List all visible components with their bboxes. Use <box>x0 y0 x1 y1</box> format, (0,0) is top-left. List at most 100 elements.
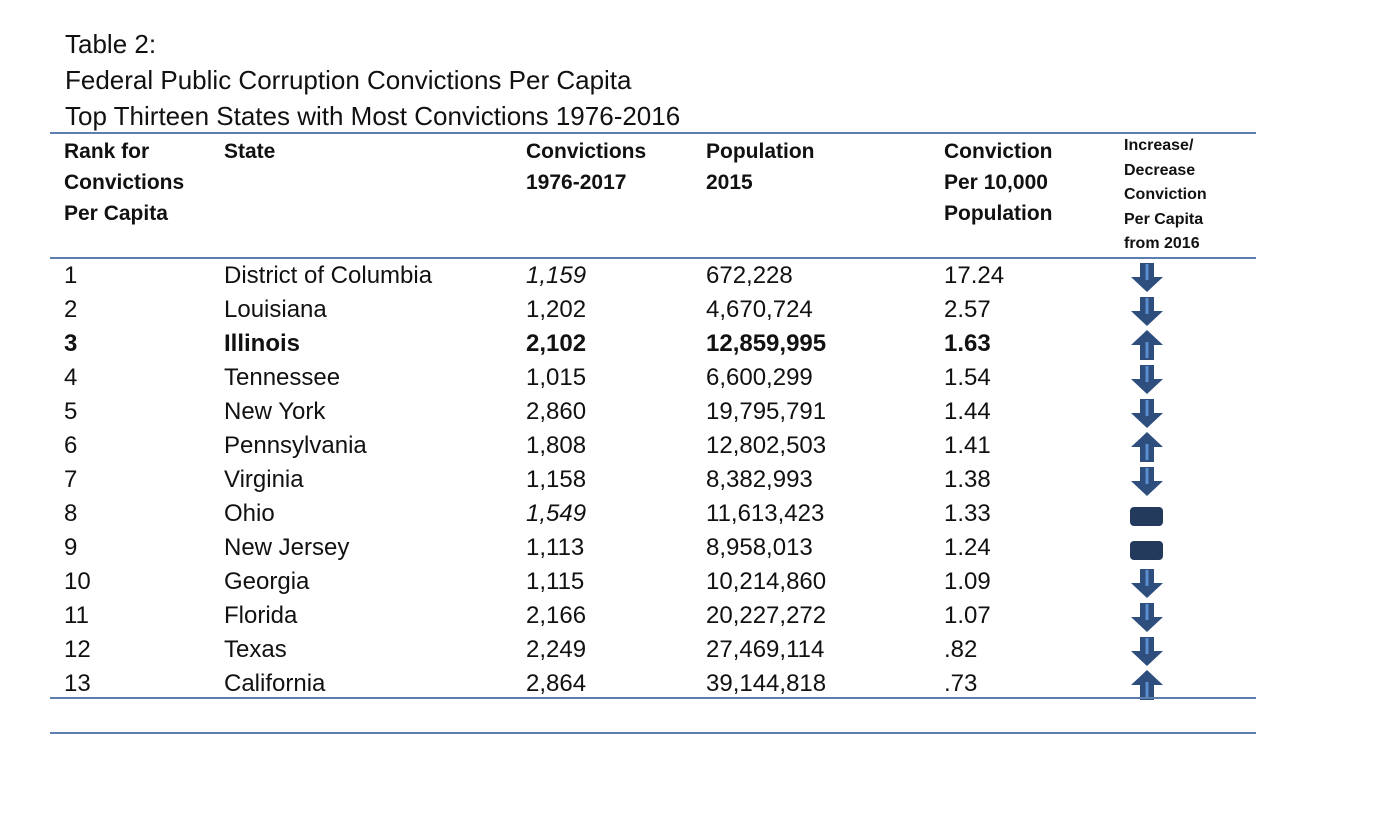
title-line-2: Federal Public Corruption Convictions Pe… <box>65 65 632 95</box>
state-cell: District of Columbia <box>224 262 433 289</box>
rate-cell: 1.07 <box>944 602 991 629</box>
population-cell: 11,613,423 <box>706 500 825 527</box>
rate-cell: .73 <box>944 670 978 697</box>
header-change-line: Decrease <box>1124 161 1196 179</box>
rate-cell: 2.57 <box>944 296 991 323</box>
state-cell: Illinois <box>224 330 301 357</box>
rate-cell: 1.54 <box>944 364 991 391</box>
rate-cell: 1.24 <box>944 534 991 561</box>
state-cell: Georgia <box>224 568 310 595</box>
state-cell: Virginia <box>224 466 304 493</box>
table-row: 6 Pennsylvania 1,808 12,802,503 1.41 <box>0 429 1384 463</box>
state-cell: Tennessee <box>224 364 341 391</box>
rank-cell: 3 <box>64 330 78 357</box>
title-line-3: Top Thirteen States with Most Conviction… <box>65 101 681 131</box>
table-top-rule <box>50 132 1256 134</box>
header-state-line: State <box>224 140 276 163</box>
down-arrow-icon <box>1127 634 1167 668</box>
population-cell: 6,600,299 <box>706 364 813 391</box>
down-arrow-icon <box>1127 464 1167 498</box>
table-row: 1 District of Columbia 1,159 672,228 17.24 <box>0 259 1384 293</box>
convictions-cell: 1,202 <box>526 296 587 323</box>
table-row: 10 Georgia 1,115 10,214,860 1.09 <box>0 565 1384 599</box>
state-cell: New York <box>224 398 326 425</box>
title-line-1: Table 2: <box>65 29 157 59</box>
header-convictions-line: Convictions <box>526 140 647 163</box>
header-rank-line: Rank for <box>64 140 150 163</box>
header-rate-line: Population <box>944 202 1053 225</box>
table-row: 5 New York 2,860 19,795,791 1.44 <box>0 395 1384 429</box>
rank-cell: 4 <box>64 364 78 391</box>
header-rate: Conviction Per 10,000 Population <box>944 136 1053 229</box>
header-change: Increase/ Decrease Conviction Per Capita… <box>1124 134 1207 257</box>
header-population: Population 2015 <box>706 136 815 198</box>
header-convictions-line: 1976-2017 <box>526 171 627 194</box>
rank-cell: 2 <box>64 296 78 323</box>
convictions-cell: 1,015 <box>526 364 587 391</box>
rank-cell: 7 <box>64 466 78 493</box>
up-arrow-icon <box>1127 430 1167 464</box>
state-cell: Pennsylvania <box>224 432 367 459</box>
header-rate-line: Conviction <box>944 140 1053 163</box>
population-cell: 4,670,724 <box>706 296 813 323</box>
no-change-bar-icon <box>1127 532 1167 566</box>
state-cell: New Jersey <box>224 534 350 561</box>
table-title: Table 2: Federal Public Corruption Convi… <box>65 26 680 134</box>
down-arrow-icon <box>1127 362 1167 396</box>
convictions-cell: 2,249 <box>526 636 587 663</box>
header-change-line: from 2016 <box>1124 235 1200 252</box>
convictions-cell: 1,158 <box>526 466 587 493</box>
convictions-cell: 1,808 <box>526 432 587 459</box>
rate-cell: 1.09 <box>944 568 991 595</box>
convictions-cell: 2,166 <box>526 602 587 629</box>
rank-cell: 8 <box>64 500 78 527</box>
up-arrow-icon <box>1127 328 1167 362</box>
header-change-line: Increase/ <box>1124 137 1194 154</box>
population-cell: 19,795,791 <box>706 398 827 425</box>
state-cell: Louisiana <box>224 296 327 323</box>
header-rank-line: Convictions <box>64 171 185 194</box>
header-rank: Rank for Convictions Per Capita <box>64 136 184 229</box>
population-cell: 27,469,114 <box>706 636 825 663</box>
population-cell: 12,802,503 <box>706 432 827 459</box>
table-row: 7 Virginia 1,158 8,382,993 1.38 <box>0 463 1384 497</box>
table-row: 9 New Jersey 1,113 8,958,013 1.24 <box>0 531 1384 565</box>
state-cell: Ohio <box>224 500 275 527</box>
down-arrow-icon <box>1127 294 1167 328</box>
rate-cell: 1.38 <box>944 466 991 493</box>
population-cell: 8,958,013 <box>706 534 813 561</box>
rank-cell: 1 <box>64 262 78 289</box>
header-state: State <box>224 136 275 167</box>
header-change-line: Per Capita <box>1124 210 1204 228</box>
population-cell: 39,144,818 <box>706 670 827 697</box>
up-arrow-icon <box>1127 668 1167 702</box>
table-row: 11 Florida 2,166 20,227,272 1.07 <box>0 599 1384 633</box>
convictions-cell: 1,113 <box>526 534 585 561</box>
header-population-line: Population <box>706 140 815 163</box>
table-row: 3 Illinois 2,102 12,859,995 1.63 <box>0 327 1384 361</box>
rank-cell: 10 <box>64 568 91 595</box>
rate-cell: 17.24 <box>944 262 1005 289</box>
table-row: 13 California 2,864 39,144,818 .73 <box>0 667 1384 701</box>
convictions-cell: 1,549 <box>526 500 587 527</box>
down-arrow-icon <box>1127 396 1167 430</box>
rank-cell: 5 <box>64 398 78 425</box>
population-cell: 10,214,860 <box>706 568 827 595</box>
rate-cell: .82 <box>944 636 978 663</box>
convictions-cell: 1,115 <box>526 568 585 595</box>
state-cell: Florida <box>224 602 298 629</box>
down-arrow-icon <box>1127 260 1167 294</box>
population-cell: 672,228 <box>706 262 793 289</box>
down-arrow-icon <box>1127 600 1167 634</box>
rank-cell: 13 <box>64 670 91 697</box>
population-cell: 12,859,995 <box>706 330 827 357</box>
rank-cell: 9 <box>64 534 78 561</box>
rank-cell: 6 <box>64 432 78 459</box>
population-cell: 8,382,993 <box>706 466 813 493</box>
population-cell: 20,227,272 <box>706 602 827 629</box>
header-bottom-rule <box>50 257 1256 259</box>
table-row: 2 Louisiana 1,202 4,670,724 2.57 <box>0 293 1384 327</box>
down-arrow-icon <box>1127 566 1167 600</box>
header-rank-line: Per Capita <box>64 202 168 225</box>
rank-cell: 12 <box>64 636 91 663</box>
